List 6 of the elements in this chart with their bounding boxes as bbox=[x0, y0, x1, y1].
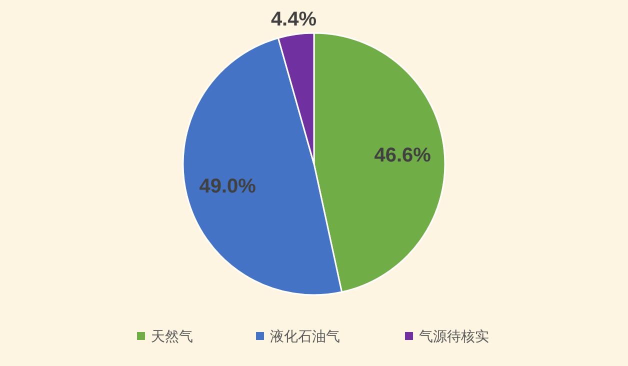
legend-label: 液化石油气 bbox=[270, 328, 340, 344]
data-label: 49.0% bbox=[199, 176, 256, 198]
legend-label: 气源待核实 bbox=[419, 328, 489, 344]
legend-label: 天然气 bbox=[151, 328, 193, 344]
data-label: 46.6% bbox=[374, 144, 432, 167]
data-label: 4.4% bbox=[270, 8, 317, 30]
